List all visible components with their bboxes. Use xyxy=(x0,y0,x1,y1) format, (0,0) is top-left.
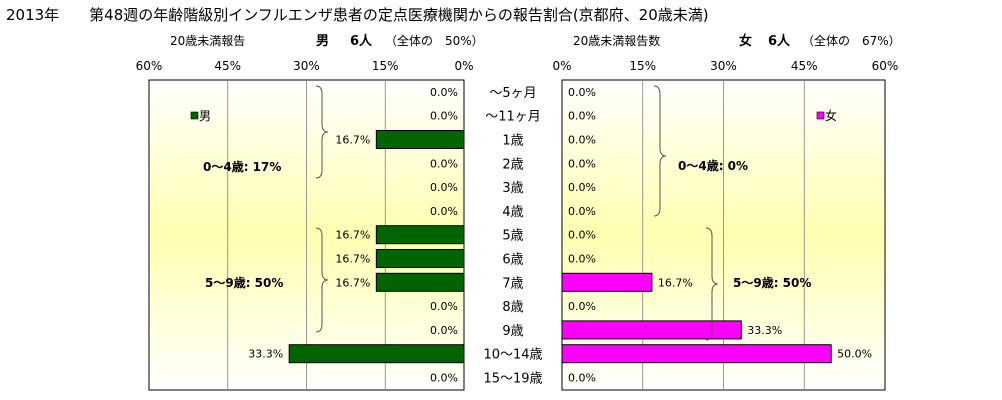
bars xyxy=(288,130,832,364)
value-label-female: 0.0% xyxy=(568,205,596,218)
female-x-tick-label: 45% xyxy=(791,59,818,73)
value-label-female: 16.7% xyxy=(658,276,693,289)
category-label: ～5ヶ月 xyxy=(489,86,536,101)
category-label: 2歳 xyxy=(502,157,523,172)
value-labels: 0.0% 0.0% 0.0% 0.0% 16.7% 0.0% 0.0% 0.0% 0.0% 0.0… xyxy=(248,86,872,385)
axis-ticks: 0% 0% 15% 15% 30% 30% 45% 45% 60% 60% xyxy=(136,59,899,73)
value-label-male: 0.0% xyxy=(430,205,458,218)
male-x-tick-label: 30% xyxy=(293,59,320,73)
value-label-male: 16.7% xyxy=(335,229,370,242)
value-label-male: 16.7% xyxy=(335,253,370,266)
female-x-tick-label: 0% xyxy=(552,59,571,73)
category-label: 7歳 xyxy=(502,276,523,291)
category-labels: ～5ヶ月 ～11ヶ月 1歳 2歳 3歳 4歳 5歳 6歳 7歳 8歳 9歳 10～14歳 15～19歳 xyxy=(483,86,542,387)
female-x-tick-label: 30% xyxy=(710,59,737,73)
female-annotation-5-9: 5～9歳: 50% xyxy=(733,275,811,290)
male-brace-0-4 xyxy=(315,85,329,179)
category-label: 15～19歳 xyxy=(483,372,542,387)
value-label-female: 50.0% xyxy=(837,348,872,361)
female-annotation-0-4: 0～4歳: 0% xyxy=(678,158,748,173)
male-header-left: 20歳未満報告 xyxy=(170,34,245,48)
value-label-female: 0.0% xyxy=(568,157,596,170)
category-label: 5歳 xyxy=(502,229,523,244)
female-x-tick-label: 15% xyxy=(629,59,656,73)
male-header-label: 男 xyxy=(316,34,329,49)
male-header-count: 6人 xyxy=(350,33,373,49)
bar-male xyxy=(288,344,465,364)
category-label: 9歳 xyxy=(502,324,523,339)
female-header-count: 6人 xyxy=(768,33,791,49)
value-label-female: 0.0% xyxy=(568,86,596,99)
female-legend-label: 女 xyxy=(825,108,837,123)
category-label: 3歳 xyxy=(502,181,523,196)
value-label-male: 0.0% xyxy=(430,181,458,194)
male-annotation-5-9: 5～9歳: 50% xyxy=(205,275,283,290)
value-label-male: 0.0% xyxy=(430,300,458,313)
category-label: 10～14歳 xyxy=(483,348,542,363)
value-label-male: 0.0% xyxy=(430,86,458,99)
bar-male xyxy=(375,225,465,245)
male-x-tick-label: 60% xyxy=(136,59,163,73)
value-label-female: 0.0% xyxy=(568,229,596,242)
value-label-female: 0.0% xyxy=(568,110,596,123)
male-header-share: （全体の 50%） xyxy=(385,33,484,48)
value-label-female: 0.0% xyxy=(568,253,596,266)
female-header-share: （全体の 67%） xyxy=(802,33,901,48)
category-label: 4歳 xyxy=(502,205,523,220)
male-brace-5-9 xyxy=(315,227,329,333)
value-label-male: 0.0% xyxy=(430,324,458,337)
category-label: 6歳 xyxy=(502,253,523,268)
category-label: ～11ヶ月 xyxy=(485,110,541,125)
category-label: 8歳 xyxy=(502,300,523,315)
male-legend-label: 男 xyxy=(199,109,211,123)
male-x-tick-label: 45% xyxy=(214,59,241,73)
female-x-tick-label: 60% xyxy=(872,59,899,73)
value-label-male: 33.3% xyxy=(248,348,283,361)
value-label-male: 0.0% xyxy=(430,372,458,385)
value-label-female: 0.0% xyxy=(568,181,596,194)
value-label-female: 33.3% xyxy=(747,324,782,337)
value-label-male: 0.0% xyxy=(430,110,458,123)
value-label-male: 0.0% xyxy=(430,157,458,170)
female-header-left: 20歳未満報告数 xyxy=(573,33,660,48)
bar-female xyxy=(561,272,653,292)
category-label: 1歳 xyxy=(502,134,523,149)
male-x-tick-label: 0% xyxy=(454,59,473,73)
male-legend-swatch xyxy=(190,111,199,120)
bar-male xyxy=(375,272,465,292)
female-brace-0-4 xyxy=(653,85,667,217)
bar-female xyxy=(561,344,832,364)
value-label-male: 16.7% xyxy=(335,276,370,289)
bar-female xyxy=(561,320,742,340)
value-label-male: 16.7% xyxy=(335,134,370,147)
male-annotation-0-4: 0～4歳: 17% xyxy=(203,159,281,174)
chart-title: 2013年 第48週の年齢階級別インフルエンザ患者の定点医療機関からの報告割合(… xyxy=(6,6,709,24)
value-label-female: 0.0% xyxy=(568,134,596,147)
male-x-tick-label: 15% xyxy=(372,59,399,73)
value-label-female: 0.0% xyxy=(568,372,596,385)
value-label-female: 0.0% xyxy=(568,300,596,313)
female-header-label: 女 xyxy=(739,33,752,49)
bar-male xyxy=(375,249,465,268)
female-legend-swatch xyxy=(816,111,825,120)
bar-male xyxy=(375,130,465,149)
female-brace-5-9 xyxy=(705,227,719,341)
